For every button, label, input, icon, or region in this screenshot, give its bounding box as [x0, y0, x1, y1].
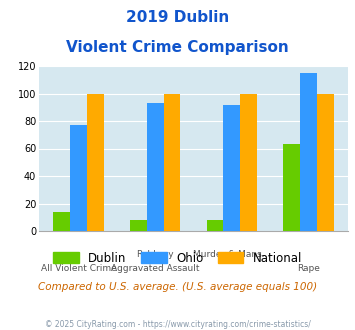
Bar — [53, 212, 70, 231]
Bar — [207, 220, 223, 231]
Text: Violent Crime Comparison: Violent Crime Comparison — [66, 40, 289, 54]
Text: Compared to U.S. average. (U.S. average equals 100): Compared to U.S. average. (U.S. average … — [38, 282, 317, 292]
Bar — [130, 220, 147, 231]
Bar — [300, 73, 317, 231]
Bar — [317, 93, 334, 231]
Text: Murder & Mans...: Murder & Mans... — [193, 250, 271, 259]
Text: All Violent Crime: All Violent Crime — [40, 264, 116, 273]
Text: 2019 Dublin: 2019 Dublin — [126, 10, 229, 25]
Bar — [147, 103, 164, 231]
Text: Robbery: Robbery — [136, 250, 174, 259]
Bar — [223, 105, 240, 231]
Bar — [164, 93, 180, 231]
Bar — [70, 125, 87, 231]
Text: © 2025 CityRating.com - https://www.cityrating.com/crime-statistics/: © 2025 CityRating.com - https://www.city… — [45, 320, 310, 329]
Bar — [283, 145, 300, 231]
Legend: Dublin, Ohio, National: Dublin, Ohio, National — [48, 247, 307, 269]
Bar — [240, 93, 257, 231]
Bar — [87, 93, 104, 231]
Text: Aggravated Assault: Aggravated Assault — [111, 264, 200, 273]
Text: Rape: Rape — [297, 264, 320, 273]
